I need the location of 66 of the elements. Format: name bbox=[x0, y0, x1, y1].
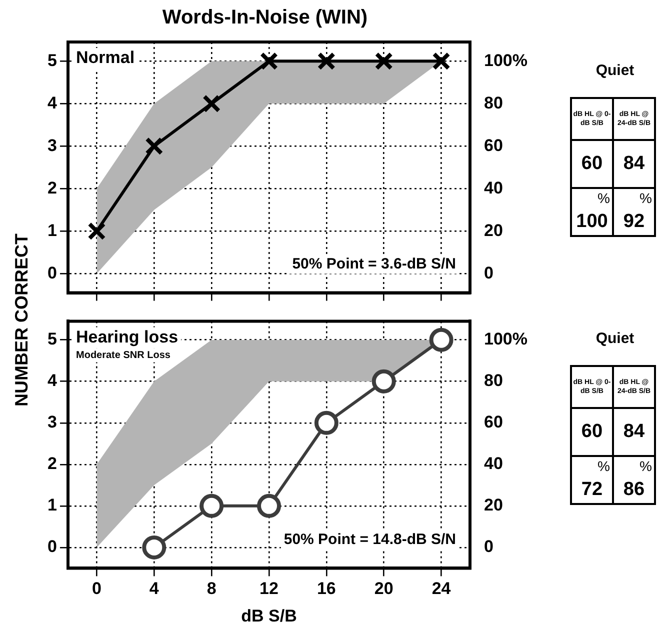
point bbox=[142, 535, 166, 560]
x-tick-label: 24 bbox=[432, 579, 452, 598]
y2-tick-label: 20 bbox=[484, 496, 503, 515]
y-tick-label: 5 bbox=[48, 330, 57, 349]
chart-title: Words-In-Noise (WIN) bbox=[162, 6, 368, 29]
annotation: Normal bbox=[76, 48, 135, 68]
text: 100 bbox=[576, 211, 608, 232]
annotation: Moderate SNR Loss bbox=[76, 350, 171, 361]
x-tick-label: 0 bbox=[92, 579, 102, 598]
x-axis-title: dB S/B bbox=[241, 606, 297, 626]
text: 86 bbox=[623, 479, 645, 500]
text: 72 bbox=[581, 479, 603, 500]
category-label: % bbox=[598, 458, 610, 474]
point bbox=[200, 494, 224, 518]
point bbox=[372, 369, 396, 394]
y-tick-label: 0 bbox=[48, 537, 57, 556]
text: Quiet bbox=[594, 330, 636, 347]
point bbox=[429, 328, 454, 352]
x-tick-label: 4 bbox=[149, 579, 160, 598]
point bbox=[145, 137, 164, 156]
text: Quiet bbox=[594, 62, 636, 79]
y2-tick-label: 100% bbox=[484, 330, 528, 349]
x-tick-label: 8 bbox=[206, 579, 216, 598]
point bbox=[314, 410, 338, 435]
point bbox=[374, 52, 393, 70]
category-label: % bbox=[598, 190, 610, 206]
y-tick-label: 1 bbox=[48, 496, 57, 515]
point bbox=[260, 52, 278, 70]
y2-tick-label: 0 bbox=[484, 537, 494, 556]
y2-tick-label: 60 bbox=[484, 412, 503, 432]
category-label: % bbox=[640, 190, 652, 206]
y2-tick-label: 40 bbox=[484, 178, 503, 198]
point bbox=[432, 52, 450, 70]
y-tick-label: 4 bbox=[48, 371, 58, 390]
y2-tick-label: 100% bbox=[484, 50, 528, 70]
y-tick-label: 2 bbox=[48, 454, 57, 474]
y-tick-label: 1 bbox=[48, 220, 57, 240]
x-tick-label: 20 bbox=[374, 579, 394, 598]
y-tick-label: 0 bbox=[48, 263, 57, 282]
y2-tick-label: 20 bbox=[484, 220, 503, 240]
y2-tick-label: 40 bbox=[484, 454, 503, 474]
point bbox=[257, 494, 281, 518]
y-axis-title: NUMBER CORRECT bbox=[12, 234, 32, 406]
point bbox=[317, 52, 336, 70]
text: 84 bbox=[623, 421, 645, 442]
y-tick-label: 5 bbox=[48, 50, 57, 70]
y-tick-label: 3 bbox=[48, 136, 57, 155]
x-tick-label: 12 bbox=[260, 579, 278, 598]
point bbox=[202, 94, 221, 113]
text: 92 bbox=[623, 211, 645, 232]
category-label: % bbox=[640, 458, 652, 474]
y2-tick-label: 80 bbox=[484, 371, 503, 390]
x-tick-label: 16 bbox=[316, 579, 336, 598]
y2-tick-label: 60 bbox=[484, 136, 503, 155]
y2-tick-label: 0 bbox=[484, 263, 494, 282]
y-tick-label: 4 bbox=[48, 93, 58, 112]
y2-tick-label: 80 bbox=[484, 93, 503, 112]
annotation: 50% Point = 14.8-dB S/N bbox=[284, 530, 456, 548]
point bbox=[88, 222, 106, 240]
text: 60 bbox=[581, 421, 603, 442]
text: 60 bbox=[581, 153, 603, 174]
annotation: 50% Point = 3.6-dB S/N bbox=[292, 255, 456, 272]
y-tick-label: 2 bbox=[48, 178, 57, 198]
annotation: Hearing loss bbox=[76, 327, 178, 346]
text: 84 bbox=[623, 153, 645, 174]
y-tick-label: 3 bbox=[48, 412, 57, 432]
